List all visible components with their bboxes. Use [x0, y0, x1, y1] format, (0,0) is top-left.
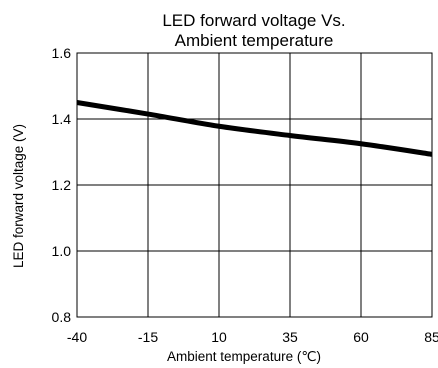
x-axis-ticks: -40 -15 10 35 60 85	[67, 329, 438, 345]
series-layer	[76, 100, 433, 157]
x-tick-label: -40	[67, 329, 87, 345]
x-tick-label: 60	[353, 329, 369, 345]
x-tick-label: -15	[138, 329, 158, 345]
x-axis-label: Ambient temperature (℃)	[167, 349, 321, 364]
x-tick-label: 35	[282, 329, 298, 345]
y-axis-ticks: 0.8 1.0 1.2 1.4 1.6	[52, 45, 72, 325]
x-tick-label: 85	[424, 329, 438, 345]
x-tick-label: 10	[211, 329, 227, 345]
chart-title: LED forward voltage Vs. Ambient temperat…	[162, 11, 345, 50]
y-tick-label: 1.4	[52, 111, 72, 127]
y-tick-label: 0.8	[52, 309, 72, 325]
y-tick-label: 1.6	[52, 45, 72, 61]
chart-title-line-2: Ambient temperature	[175, 31, 334, 50]
y-axis-label: LED forward voltage (V)	[11, 124, 26, 268]
y-tick-label: 1.2	[52, 177, 72, 193]
plot-area-frame	[76, 52, 433, 318]
series-line	[76, 100, 433, 157]
gridlines	[76, 52, 433, 318]
y-tick-label: 1.0	[52, 243, 72, 259]
chart-title-line-1: LED forward voltage Vs.	[162, 11, 345, 30]
